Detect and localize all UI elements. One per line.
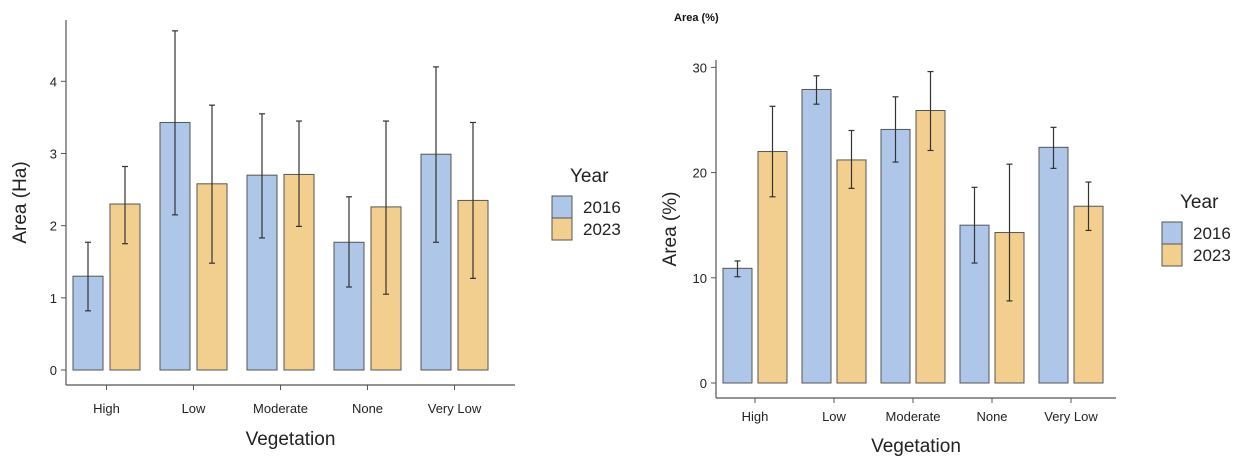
legend-swatch-2023	[1161, 243, 1183, 267]
figure-top-title: Area (%)	[674, 12, 719, 24]
legend-swatch-2016	[551, 195, 573, 219]
y-axis-title: Area (%)	[660, 192, 681, 267]
x-axis-title: Vegetation	[246, 429, 336, 450]
bar-2016-none	[333, 241, 365, 371]
bar-2023-low	[836, 159, 867, 384]
bar-2023-moderate	[915, 110, 946, 384]
legend-label-2016: 2016	[583, 198, 621, 217]
y-tick-label: 1	[50, 291, 57, 306]
bar-2016-moderate	[880, 128, 911, 384]
x-tick-label: None	[976, 409, 1007, 424]
y-tick-label: 2	[50, 219, 57, 234]
legend-label-2016: 2016	[1193, 224, 1231, 243]
bar-2016-very-low	[1038, 146, 1069, 384]
y-tick-label: 0	[700, 376, 707, 391]
bar-2016-high	[722, 267, 753, 384]
bar-2016-low	[801, 88, 832, 384]
legend-swatch-2023	[551, 217, 573, 241]
legend-label-2023: 2023	[1193, 246, 1231, 265]
legend-title: Year	[570, 166, 609, 187]
x-tick-label: High	[93, 401, 120, 416]
legend-label-2023: 2023	[583, 220, 621, 239]
y-tick-label: 10	[693, 271, 707, 286]
y-tick-label: 4	[50, 74, 57, 89]
x-tick-label: Low	[822, 409, 846, 424]
y-tick-label: 3	[50, 147, 57, 162]
y-tick-label: 0	[50, 363, 57, 378]
x-tick-label: Very Low	[1044, 409, 1098, 424]
x-axis-title: Vegetation	[871, 436, 961, 457]
x-tick-label: None	[352, 401, 383, 416]
area-percent-chart: 0 10 20 30 High Low Moderate None Very Low Vegeta…	[660, 60, 1231, 457]
area-ha-chart: 0 1 2 3 4 High Low Moderate None Very Low Vegetati…	[10, 20, 621, 450]
x-tick-label: High	[742, 409, 769, 424]
y-tick-label: 30	[693, 60, 707, 75]
y-tick-label: 20	[693, 166, 707, 181]
x-tick-label: Low	[182, 401, 206, 416]
legend-swatch-2016	[1161, 221, 1183, 245]
legend-title: Year	[1180, 192, 1219, 213]
x-tick-label: Moderate	[886, 409, 941, 424]
x-tick-label: Moderate	[253, 401, 308, 416]
x-tick-label: Very Low	[428, 401, 482, 416]
y-axis-title: Area (Ha)	[10, 161, 31, 243]
bar-2023-very-low	[1073, 205, 1104, 384]
